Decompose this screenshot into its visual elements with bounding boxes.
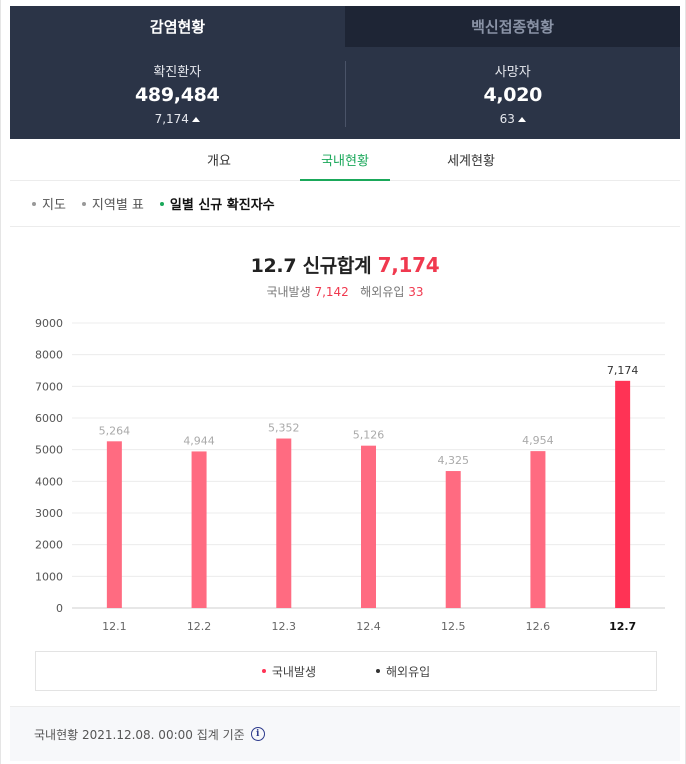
bar-value-label: 4,954 xyxy=(522,434,554,447)
up-arrow-icon xyxy=(517,116,526,122)
footer-text: 국내현황 2021.12.08. 00:00 집계 기준 xyxy=(34,727,245,742)
x-tick-label: 12.1 xyxy=(102,620,127,633)
domestic-label: 국내발생 xyxy=(266,285,311,299)
summary-stats: 확진환자 489,484 7,174 사망자 4,020 63 xyxy=(10,47,680,139)
stat-value: 489,484 xyxy=(135,84,220,106)
x-tick-label: 12.6 xyxy=(526,620,551,633)
headline-total: 7,174 xyxy=(377,253,440,277)
domestic-value: 7,142 xyxy=(314,285,349,299)
bar xyxy=(615,380,631,608)
y-tick-label: 9000 xyxy=(35,317,63,330)
top-tabs: 감염현황 백신접종현황 xyxy=(10,6,680,47)
y-tick-label: 1000 xyxy=(35,570,63,583)
tab-domestic[interactable]: 국내현황 xyxy=(282,139,408,181)
bar xyxy=(106,441,122,608)
y-tick-label: 4000 xyxy=(35,475,63,488)
chip-label: 지역별 표 xyxy=(91,198,144,213)
bar-value-label: 5,264 xyxy=(99,424,131,437)
y-tick-label: 0 xyxy=(56,602,63,615)
legend-label: 국내발생 xyxy=(271,664,316,679)
daily-cases-bar-chart: 0 1000 2000 3000 4000 5000 6000 7000 8000 9000 5,2… xyxy=(35,317,665,633)
stat-delta: 63 xyxy=(500,112,526,126)
bar-value-label: 4,325 xyxy=(437,454,469,467)
tab-world[interactable]: 세계현황 xyxy=(447,154,495,169)
y-tick-label: 3000 xyxy=(35,507,63,520)
x-tick-label: 12.4 xyxy=(356,620,381,633)
chip-map[interactable]: 지도 xyxy=(32,194,66,213)
bar-value-label: 5,352 xyxy=(268,422,300,435)
up-arrow-icon xyxy=(191,116,200,122)
sub-tabs: 개요 국내현황 세계현황 xyxy=(10,139,680,181)
bullet-icon xyxy=(159,201,164,206)
bullet-icon xyxy=(32,201,36,206)
chip-label: 지도 xyxy=(42,198,66,213)
legend-item-domestic[interactable]: 국내발생 xyxy=(261,663,316,680)
chip-daily-new-cases[interactable]: 일별 신규 확진자수 xyxy=(159,194,275,213)
stat-label: 사망자 xyxy=(494,65,531,80)
deaths-stat: 사망자 4,020 63 xyxy=(346,47,681,139)
chip-label: 일별 신규 확진자수 xyxy=(169,198,275,213)
bar-value-label: 5,126 xyxy=(353,429,385,442)
confirmed-cases-stat: 확진환자 489,484 7,174 xyxy=(10,47,345,139)
y-tick-label: 7000 xyxy=(35,380,63,393)
delta-value: 7,174 xyxy=(154,112,189,126)
bar xyxy=(361,445,376,608)
divider xyxy=(344,61,346,127)
info-icon[interactable]: i xyxy=(250,727,265,741)
legend-dot-icon xyxy=(261,669,266,673)
chart-legend: 국내발생 해외유입 xyxy=(35,651,657,691)
headline-prefix: 12.7 신규합계 xyxy=(250,255,372,277)
view-chips: 지도 지역별 표 일별 신규 확진자수 xyxy=(10,181,680,227)
x-tick-label: 12.7 xyxy=(609,620,636,633)
delta-value: 63 xyxy=(499,112,515,126)
x-tick-label: 12.2 xyxy=(187,620,212,633)
stat-value: 4,020 xyxy=(483,84,543,106)
y-tick-label: 6000 xyxy=(35,412,63,425)
legend-label: 해외유입 xyxy=(386,664,431,679)
legend-item-overseas[interactable]: 해외유입 xyxy=(376,663,430,680)
chip-region-table[interactable]: 지역별 표 xyxy=(81,194,144,213)
y-tick-label: 8000 xyxy=(35,349,63,362)
legend-dot-icon xyxy=(376,669,380,673)
chart-subline: 국내발생 7,142 해외유입 33 xyxy=(10,283,680,300)
y-tick-label: 2000 xyxy=(35,539,63,552)
bullet-icon xyxy=(81,201,86,206)
stat-delta: 7,174 xyxy=(155,112,200,126)
overseas-value: 33 xyxy=(408,285,424,299)
x-tick-label: 12.5 xyxy=(441,620,466,633)
y-tick-label: 5000 xyxy=(35,444,63,457)
bar xyxy=(530,451,546,608)
bar-value-label: 7,174 xyxy=(607,364,639,377)
tab-overview[interactable]: 개요 xyxy=(207,154,231,169)
stat-label: 확진환자 xyxy=(153,65,202,80)
x-tick-label: 12.3 xyxy=(272,620,297,633)
tab-vaccination-status[interactable]: 백신접종현황 xyxy=(345,6,680,47)
tab-infection-status[interactable]: 감염현황 xyxy=(10,6,345,47)
chart-headline: 12.7 신규합계 7,174 xyxy=(10,251,680,278)
bar xyxy=(445,471,461,608)
bar xyxy=(276,438,292,608)
footer-note: 국내현황 2021.12.08. 00:00 집계 기준 i xyxy=(10,706,680,761)
overseas-label: 해외유입 xyxy=(360,285,405,299)
bar xyxy=(191,451,207,608)
bar-value-label: 4,944 xyxy=(183,434,215,447)
